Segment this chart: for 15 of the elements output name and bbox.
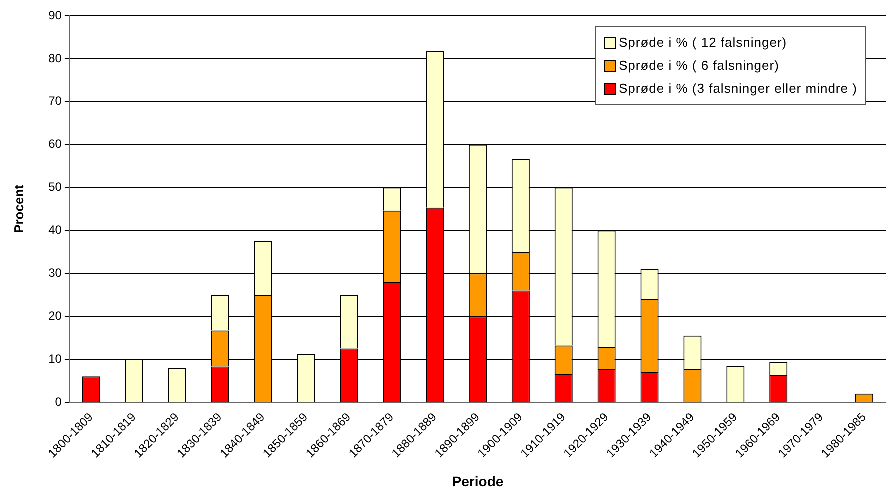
y-tick-label: 10 xyxy=(48,352,62,366)
legend-label: Sprøde i % (3 falsninger eller mindre ) xyxy=(619,81,858,96)
legend-label: Sprøde i % ( 12 falsninger) xyxy=(619,35,788,50)
y-tick-label: 0 xyxy=(55,394,62,409)
y-tick-label: 40 xyxy=(48,223,62,237)
y-tick-label: 70 xyxy=(48,94,62,108)
y-tick-label: 80 xyxy=(48,51,62,66)
y-tick-label: 30 xyxy=(48,266,62,280)
x-axis-title: Periode xyxy=(452,473,504,490)
y-axis-title: Procent xyxy=(11,184,26,234)
legend-label: Sprøde i % ( 6 falsninger) xyxy=(619,58,780,73)
y-tick-label: 50 xyxy=(48,180,62,194)
y-tick-label: 90 xyxy=(48,8,62,22)
y-tick-label: 20 xyxy=(48,308,62,323)
y-tick-label: 60 xyxy=(48,137,62,152)
